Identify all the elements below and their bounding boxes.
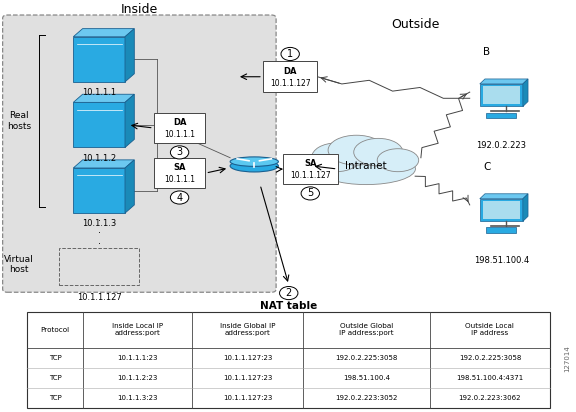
FancyBboxPatch shape <box>263 61 317 92</box>
Text: Inside Local IP
address:port: Inside Local IP address:port <box>112 323 163 336</box>
FancyBboxPatch shape <box>3 15 276 292</box>
FancyBboxPatch shape <box>154 158 206 189</box>
Text: Outside Global
IP address:port: Outside Global IP address:port <box>339 323 394 336</box>
Text: Real
hosts: Real hosts <box>7 111 31 131</box>
Text: 10.1.1.2: 10.1.1.2 <box>82 154 116 163</box>
Text: SA: SA <box>304 159 317 168</box>
Text: TCP: TCP <box>49 375 62 381</box>
Ellipse shape <box>230 160 278 172</box>
Text: 198.51.100.4: 198.51.100.4 <box>473 256 529 265</box>
Text: 192.0.2.223:3062: 192.0.2.223:3062 <box>458 395 521 401</box>
FancyBboxPatch shape <box>483 86 520 104</box>
Text: B: B <box>483 47 491 57</box>
Text: 10.1.1.1: 10.1.1.1 <box>82 88 116 97</box>
Ellipse shape <box>354 138 403 166</box>
Polygon shape <box>125 29 134 82</box>
Text: 10.1.1.1:23: 10.1.1.1:23 <box>118 355 158 361</box>
Text: Outside Local
IP address: Outside Local IP address <box>465 323 514 336</box>
Text: 10.1.1.127:23: 10.1.1.127:23 <box>223 395 272 401</box>
Text: 1: 1 <box>287 49 293 59</box>
Polygon shape <box>523 194 528 221</box>
Text: 10.1.1.127: 10.1.1.127 <box>77 293 122 302</box>
Circle shape <box>281 47 300 61</box>
Text: 2: 2 <box>286 288 292 298</box>
Text: 10.1.1.3: 10.1.1.3 <box>82 219 116 228</box>
Text: Intranet: Intranet <box>346 161 387 171</box>
Text: 10.1.1.1: 10.1.1.1 <box>164 130 195 139</box>
Circle shape <box>301 187 320 200</box>
Text: 5: 5 <box>307 188 313 199</box>
Text: 198.51.100.4:4371: 198.51.100.4:4371 <box>456 375 524 381</box>
FancyBboxPatch shape <box>73 102 125 147</box>
Text: Virtual
host: Virtual host <box>4 255 33 274</box>
Text: 4: 4 <box>176 192 183 203</box>
Text: 10.1.1.127: 10.1.1.127 <box>290 171 331 180</box>
Text: TCP: TCP <box>49 355 62 361</box>
Polygon shape <box>125 160 134 213</box>
Text: SA: SA <box>173 163 186 172</box>
Ellipse shape <box>328 135 385 165</box>
Ellipse shape <box>312 143 361 172</box>
Polygon shape <box>480 194 528 199</box>
Text: 10.1.1.127:23: 10.1.1.127:23 <box>223 355 272 361</box>
Text: Inside Global IP
address:port: Inside Global IP address:port <box>220 323 275 336</box>
Text: 10.1.1.127: 10.1.1.127 <box>270 79 310 88</box>
Polygon shape <box>523 79 528 106</box>
Text: C: C <box>483 162 491 172</box>
Text: DA: DA <box>173 118 186 127</box>
Text: 10.1.1.127:23: 10.1.1.127:23 <box>223 375 272 381</box>
Text: 127014: 127014 <box>564 345 570 372</box>
Circle shape <box>170 191 189 204</box>
Polygon shape <box>480 79 528 84</box>
Text: 3: 3 <box>176 147 183 157</box>
Text: DA: DA <box>283 67 297 76</box>
Ellipse shape <box>230 157 278 166</box>
Circle shape <box>279 286 298 300</box>
Ellipse shape <box>317 153 415 185</box>
FancyBboxPatch shape <box>483 201 520 219</box>
Text: .
.
.: . . . <box>98 213 101 246</box>
Polygon shape <box>73 29 134 37</box>
FancyBboxPatch shape <box>73 168 125 213</box>
Text: 192.0.2.223:3052: 192.0.2.223:3052 <box>335 395 398 401</box>
Text: 10.1.1.1: 10.1.1.1 <box>164 176 195 185</box>
Text: NAT table: NAT table <box>260 301 317 311</box>
Text: 10.1.1.3:23: 10.1.1.3:23 <box>118 395 158 401</box>
Text: Protocol: Protocol <box>41 327 70 333</box>
Text: 192.0.2.225:3058: 192.0.2.225:3058 <box>335 355 398 361</box>
Polygon shape <box>73 160 134 168</box>
FancyBboxPatch shape <box>486 227 517 233</box>
FancyBboxPatch shape <box>283 154 338 185</box>
Polygon shape <box>73 94 134 102</box>
Polygon shape <box>125 94 134 147</box>
Text: TCP: TCP <box>49 395 62 401</box>
Text: 198.51.100.4: 198.51.100.4 <box>343 375 390 381</box>
FancyBboxPatch shape <box>480 199 523 221</box>
FancyBboxPatch shape <box>486 112 517 118</box>
Text: Outside: Outside <box>391 18 439 31</box>
Text: Inside: Inside <box>121 3 158 16</box>
Text: 192.0.2.223: 192.0.2.223 <box>476 141 526 150</box>
Text: 192.0.2.225:3058: 192.0.2.225:3058 <box>458 355 521 361</box>
FancyBboxPatch shape <box>73 37 125 82</box>
FancyBboxPatch shape <box>480 84 523 106</box>
FancyBboxPatch shape <box>27 311 550 408</box>
FancyBboxPatch shape <box>154 112 206 143</box>
Text: 10.1.1.2:23: 10.1.1.2:23 <box>118 375 158 381</box>
Ellipse shape <box>377 149 419 172</box>
Circle shape <box>170 146 189 159</box>
